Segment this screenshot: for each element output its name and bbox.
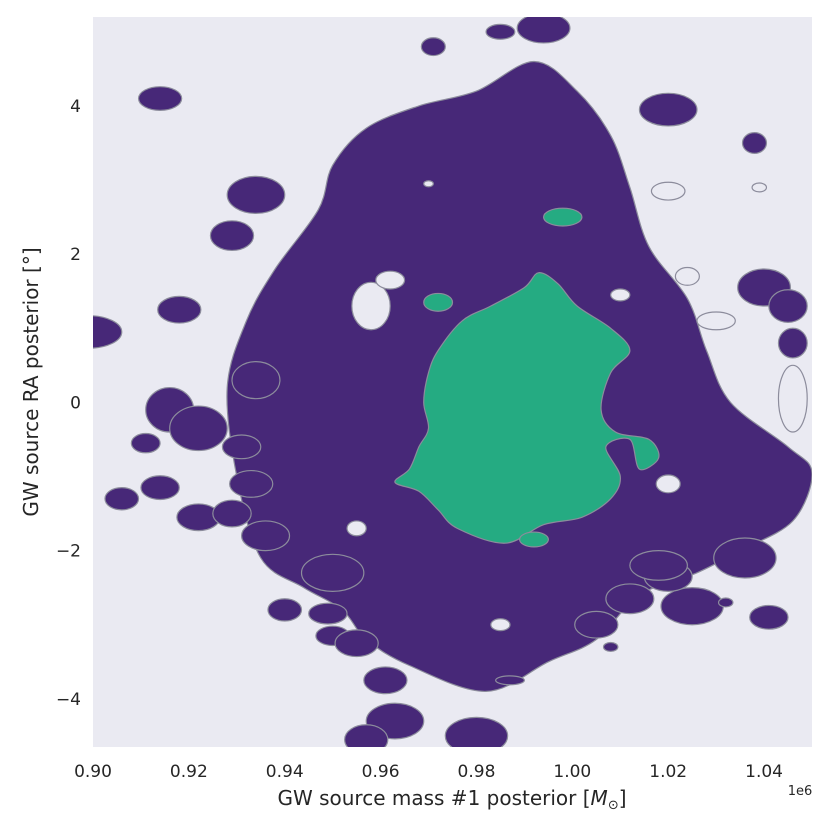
outer-hole: [375, 270, 406, 290]
x-tick-label: 0.98: [458, 762, 496, 782]
outer-hole: [650, 181, 686, 201]
outer-hole: [346, 520, 367, 537]
outer-island: [768, 289, 808, 323]
outer-island: [444, 716, 509, 747]
x-axis-label-unit-subscript: ⊙: [608, 798, 619, 813]
inner-island: [423, 292, 454, 312]
outer-hole: [655, 474, 681, 494]
outer-island: [169, 405, 228, 452]
outer-hole: [751, 182, 768, 193]
outer-island: [495, 675, 525, 686]
outer-island: [130, 432, 161, 454]
outer-island: [226, 175, 286, 214]
x-tick-label: 0.96: [362, 762, 400, 782]
outer-island: [629, 550, 688, 581]
outer-island: [221, 434, 262, 460]
outer-island: [157, 295, 202, 324]
y-axis-ticks: 4 2 0 −2 −4: [56, 97, 81, 710]
outer-island: [240, 520, 291, 552]
outer-island: [104, 487, 140, 511]
outer-hole: [423, 180, 434, 188]
x-axis-ticks: 0.90 0.92 0.94 0.96 0.98 1.00 1.02 1.04: [74, 762, 783, 782]
outer-island: [516, 17, 571, 44]
outer-island: [638, 92, 698, 127]
outer-hole: [351, 281, 391, 331]
outer-island: [344, 724, 389, 747]
outer-island: [574, 610, 619, 639]
outer-hole: [610, 288, 631, 302]
outer-island: [229, 469, 274, 498]
outer-island: [137, 86, 183, 111]
x-axis-offset-label: 1e6: [788, 784, 813, 799]
y-tick-label: 2: [70, 245, 81, 265]
outer-island: [363, 666, 408, 695]
x-tick-label: 1.00: [553, 762, 591, 782]
x-axis-label-text: GW source mass #1 posterior [: [277, 786, 590, 810]
outer-island: [420, 37, 446, 57]
x-tick-label: 0.90: [74, 762, 112, 782]
outer-hole: [490, 618, 511, 632]
outer-hole: [696, 311, 736, 331]
y-tick-label: 0: [70, 393, 81, 413]
x-tick-label: 1.04: [745, 762, 783, 782]
outer-island: [605, 583, 655, 615]
inner-main-blob: [394, 272, 660, 544]
y-tick-label: −2: [56, 542, 81, 562]
x-axis-label: GW source mass #1 posterior [M⊙]: [277, 786, 626, 813]
inner-island: [519, 531, 549, 548]
outer-island: [713, 537, 777, 579]
outer-island: [93, 315, 123, 349]
inner-contour-region: [394, 207, 660, 548]
inner-island: [542, 207, 583, 227]
x-tick-label: 0.94: [266, 762, 304, 782]
y-tick-label: −4: [56, 690, 81, 710]
outer-hole: [777, 364, 808, 433]
outer-island: [749, 604, 789, 630]
outer-island: [717, 597, 734, 608]
x-axis-label-unit: M: [591, 786, 608, 810]
outer-island: [777, 327, 808, 359]
outer-island: [212, 499, 252, 528]
outer-island: [231, 361, 281, 400]
x-axis-label-close: ]: [619, 786, 627, 810]
contour-regions: [93, 17, 812, 747]
outer-island: [485, 23, 516, 40]
outer-island: [741, 132, 768, 154]
outer-island: [308, 602, 348, 625]
outer-hole: [674, 266, 700, 286]
outer-island: [267, 598, 303, 622]
outer-island: [660, 587, 724, 626]
outer-island: [334, 629, 379, 658]
x-tick-label: 0.92: [170, 762, 208, 782]
y-tick-label: 4: [70, 97, 81, 117]
outer-island: [300, 553, 365, 592]
x-tick-label: 1.02: [649, 762, 687, 782]
outer-island: [602, 641, 619, 652]
y-axis-label: GW source RA posterior [°]: [19, 247, 43, 516]
outer-island: [209, 220, 255, 252]
outer-island: [140, 475, 180, 501]
